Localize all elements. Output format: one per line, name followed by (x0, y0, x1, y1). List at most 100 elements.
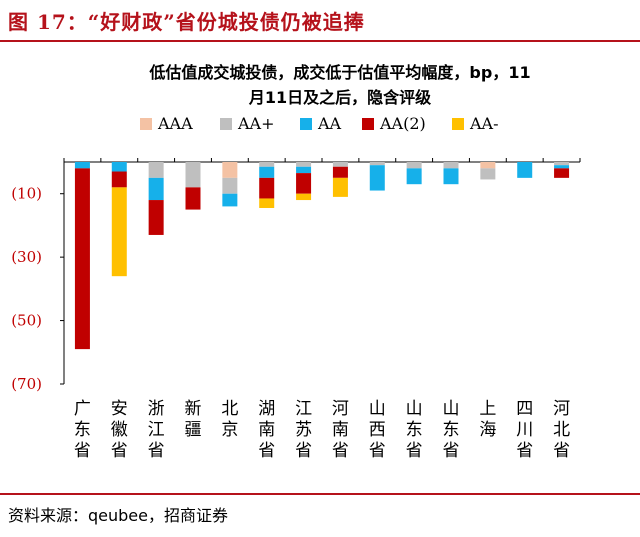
bar-aa-2--7 (332, 166, 348, 178)
x-category-label: 河北省 (553, 399, 570, 461)
x-category-label-char: 省 (516, 441, 533, 461)
legend-label: AA (318, 114, 342, 133)
bar-aa--4 (222, 177, 238, 194)
x-category-label-char: 省 (148, 441, 165, 461)
x-category-label-char: 疆 (185, 420, 202, 440)
bar-aa-6 (296, 166, 312, 174)
x-category-label-char: 徽 (111, 420, 128, 440)
y-tick-label: (50) (11, 312, 42, 330)
bar-aa-2--5 (259, 177, 275, 199)
legend-swatch (300, 118, 312, 130)
bar-aa--6 (296, 193, 312, 201)
x-category-label-char: 川 (516, 420, 533, 440)
x-category-label-char: 山 (369, 399, 386, 419)
x-category-label-char: 省 (553, 441, 570, 461)
x-category-label-char: 东 (74, 420, 91, 440)
bar-aa-9 (406, 168, 422, 185)
x-category-label: 广东省 (74, 399, 91, 461)
x-category-label-char: 海 (479, 420, 496, 440)
legend-label: AAA (158, 114, 193, 133)
x-category-label-char: 京 (221, 420, 238, 440)
bar-aa--7 (332, 162, 348, 167)
figure-label: 图 17：“好财政”省份城投债仍被追捧 (8, 10, 365, 34)
x-category-label-char: 浙 (148, 399, 165, 419)
x-category-label-char: 新 (185, 399, 202, 419)
bar-aa-2--3 (185, 187, 201, 210)
bar-aa--10 (443, 162, 459, 169)
x-category-label-char: 南 (332, 420, 349, 440)
stacked-bar-chart: (10)(30)(50)(70)广东省安徽省浙江省新疆北京湖南省江苏省河南省山西… (11, 158, 581, 461)
bar-aa-0 (74, 162, 90, 169)
x-category-label: 安徽省 (111, 399, 128, 461)
x-category-label-char: 安 (111, 399, 128, 419)
legend-label: AA+ (238, 114, 275, 133)
x-category-label: 上海 (479, 399, 496, 440)
x-category-label-char: 省 (369, 441, 386, 461)
x-category-label-char: 省 (406, 441, 423, 461)
bar-aa--7 (332, 177, 348, 197)
legend-swatch (220, 118, 232, 130)
bar-aa-13 (554, 165, 570, 169)
x-category-label: 山东省 (406, 399, 423, 461)
bar-aa-2 (148, 177, 164, 201)
x-category-label-char: 山 (406, 399, 423, 419)
x-category-label-char: 省 (443, 441, 460, 461)
x-category-label-char: 省 (295, 441, 312, 461)
x-category-label: 新疆 (185, 399, 202, 440)
bar-aa-4 (222, 193, 238, 207)
bar-aa-2--1 (111, 171, 127, 188)
legend-swatch (362, 118, 374, 130)
bar-aa--1 (111, 187, 127, 277)
x-category-label-char: 河 (332, 399, 349, 419)
figure-header: 图 17：“好财政”省份城投债仍被追捧 (0, 0, 640, 42)
bar-aaa-4 (222, 162, 238, 178)
y-tick-label: (10) (11, 185, 42, 203)
x-category-label-char: 山 (443, 399, 460, 419)
x-category-label: 江苏省 (295, 399, 312, 461)
x-category-label-char: 省 (111, 441, 128, 461)
bar-aa--5 (259, 198, 275, 208)
bar-aa-10 (443, 168, 459, 185)
bar-aa--5 (259, 162, 275, 167)
bar-aa-2--2 (148, 200, 164, 235)
x-category-label: 北京 (221, 399, 238, 440)
x-category-label-char: 四 (516, 399, 533, 419)
bar-aa-2--0 (74, 168, 90, 350)
bar-aa--11 (480, 168, 496, 180)
chart-title-line2: 月11日及之后，隐含评级 (248, 88, 432, 107)
x-category-label-char: 省 (258, 441, 275, 461)
legend-swatch (452, 118, 464, 130)
x-category-label: 山西省 (369, 399, 386, 461)
bar-aa-8 (369, 165, 385, 191)
legend-label: AA(2) (380, 114, 426, 133)
x-category-label-char: 上 (479, 399, 496, 419)
bar-aa--13 (554, 162, 570, 166)
bar-aa-5 (259, 166, 275, 178)
x-category-label-char: 苏 (295, 420, 312, 440)
x-category-label-char: 湖 (258, 399, 275, 419)
bar-aa-2--6 (296, 173, 312, 194)
bar-aa--6 (296, 162, 312, 167)
x-category-label-char: 河 (553, 399, 570, 419)
x-category-label: 四川省 (516, 399, 533, 461)
x-category-label-char: 省 (332, 441, 349, 461)
source-note: 资料来源：qeubee，招商证券 (8, 506, 228, 525)
x-category-label-char: 北 (553, 420, 570, 440)
bar-aa--2 (148, 162, 164, 178)
x-category-label: 浙江省 (148, 399, 165, 461)
x-category-label-char: 南 (258, 420, 275, 440)
source-divider (0, 493, 640, 495)
x-category-label-char: 东 (443, 420, 460, 440)
x-category-label: 山东省 (443, 399, 460, 461)
x-category-label-char: 西 (369, 420, 386, 440)
x-category-label: 湖南省 (258, 399, 275, 461)
bar-aa-1 (111, 162, 127, 172)
x-category-label-char: 东 (406, 420, 423, 440)
x-category-label-char: 江 (295, 399, 312, 419)
chart-title-line1: 低估值成交城投债，成交低于估值平均幅度，bp，11 (149, 63, 531, 82)
y-tick-label: (70) (11, 375, 42, 393)
bar-aa--9 (406, 162, 422, 169)
x-category-label-char: 北 (221, 399, 238, 419)
bar-aa--3 (185, 162, 201, 188)
x-category-label-char: 江 (148, 420, 165, 440)
